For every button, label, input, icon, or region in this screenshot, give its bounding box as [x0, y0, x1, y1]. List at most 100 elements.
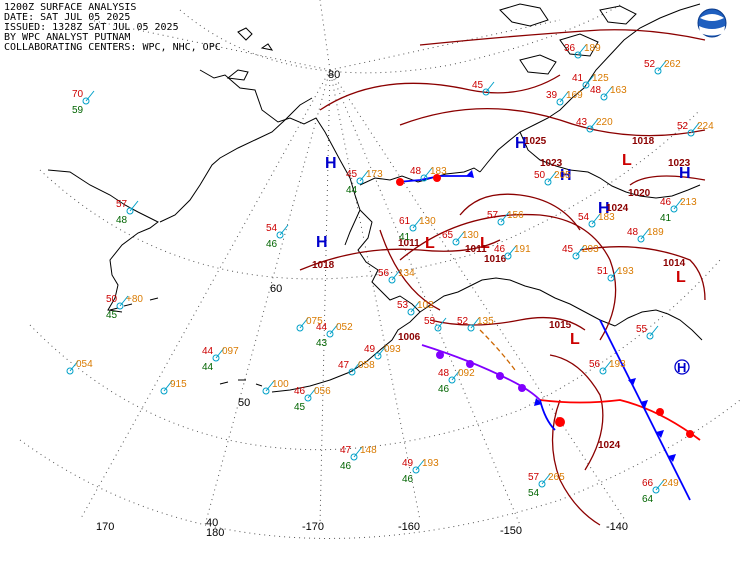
warm-front-symbols	[396, 174, 694, 438]
cold-front	[599, 319, 691, 501]
alaska-north-coast	[359, 167, 481, 186]
station-plot: 45 203	[562, 244, 599, 260]
station-temperature: 36	[564, 43, 576, 54]
station-temperature: 66	[642, 478, 654, 489]
station-dewpoint: 41	[399, 232, 411, 243]
station-circle	[586, 125, 594, 133]
station-temperature: 57	[116, 199, 128, 210]
station-plot: 36 189	[564, 43, 601, 59]
lon-label-180: 180	[206, 527, 224, 539]
station-dewpoint: 46	[438, 384, 450, 395]
station-temperature: 51	[597, 266, 609, 277]
station-temperature: 55	[636, 324, 648, 335]
occluded-front-symbol	[496, 372, 504, 380]
station-pressure: +80	[126, 294, 143, 305]
wind-barb	[690, 122, 700, 134]
station-pressure: 265	[548, 472, 565, 483]
coastlines	[47, 3, 703, 393]
station-plot: 45	[472, 80, 495, 96]
station-pressure: 130	[462, 230, 479, 241]
station-pressure: 191	[514, 244, 531, 255]
station-plot: 47 058	[338, 360, 375, 376]
lon-label-m140: -140	[606, 521, 628, 533]
low-center-value: 1014	[663, 258, 686, 269]
lat-label-80: 80	[328, 69, 340, 81]
station-circle	[482, 88, 490, 96]
station-circle	[646, 332, 654, 340]
occluded-front-symbol	[466, 360, 474, 368]
station-pressure: 262	[664, 59, 681, 70]
station-pressure: 130	[419, 216, 436, 227]
station-temperature: 57	[528, 472, 540, 483]
station-temperature: 52	[644, 59, 656, 70]
station-circle	[160, 387, 168, 395]
station-temperature: 44	[316, 322, 328, 333]
station-circle	[452, 238, 460, 246]
station-pressure: 193	[422, 458, 439, 469]
station-dewpoint: 48	[116, 215, 128, 226]
wind-barb	[410, 301, 420, 313]
station-plot: 44 43 052	[316, 322, 353, 349]
station-pressure: 148	[360, 445, 377, 456]
station-temperature: 57	[487, 210, 499, 221]
station-circle	[412, 466, 420, 474]
station-plot: 53 102	[397, 300, 434, 316]
station-circle	[687, 129, 695, 137]
noaa-logo-wave	[699, 26, 725, 36]
station-pressure: 100	[272, 379, 289, 390]
station-temperature: 47	[340, 445, 352, 456]
high-center-letter: H	[560, 167, 572, 184]
station-dewpoint: 59	[72, 105, 84, 116]
station-pressure: 183	[430, 166, 447, 177]
station-pressure: 193	[617, 266, 634, 277]
station-circle	[212, 354, 220, 362]
station-pressure: 220	[596, 117, 613, 128]
station-plot: 47 46 148	[340, 445, 377, 472]
cold-front-symbol	[656, 430, 664, 438]
station-circle	[654, 67, 662, 75]
station-plot: 55	[636, 324, 659, 340]
station-pressure: 915	[170, 379, 187, 390]
warm-front-symbol	[433, 174, 441, 182]
station-plot: 46 191	[494, 244, 531, 260]
station-plot: 53	[424, 316, 447, 332]
station-pressure: 193	[609, 359, 626, 370]
station-circle	[126, 207, 134, 215]
station-circle	[66, 367, 74, 375]
wind-barb	[589, 118, 599, 130]
station-pressure: 102	[417, 300, 434, 311]
station-dewpoint: 43	[316, 338, 328, 349]
wind-barb	[265, 380, 275, 392]
wind-barb	[377, 345, 387, 357]
station-plot: 915	[160, 379, 187, 395]
high-center-letter: H	[515, 135, 527, 152]
low-center-letter: L	[425, 235, 435, 252]
lon-label-m150: -150	[500, 525, 522, 537]
isobar-10	[429, 316, 586, 331]
wind-barb	[657, 60, 667, 72]
station-temperature: 48	[410, 166, 422, 177]
wind-barb	[649, 325, 659, 337]
station-temperature: 54	[578, 212, 590, 223]
wind-barb	[279, 224, 289, 236]
station-plot: 41 125	[572, 73, 609, 89]
wind-barb	[353, 446, 363, 458]
low-center-value: 1018	[632, 136, 655, 147]
low-center-value: 1015	[549, 320, 572, 331]
low-center-letter: L	[676, 269, 686, 286]
high-center-circle	[674, 359, 690, 375]
arctic-islands	[499, 3, 637, 75]
new-siberian-islands	[237, 27, 274, 51]
wind-barb	[412, 217, 422, 229]
station-temperature: 53	[397, 300, 409, 311]
wind-barb	[640, 228, 650, 240]
wind-barb	[437, 317, 447, 329]
station-dewpoint: 45	[106, 310, 118, 321]
lat-label-50: 50	[238, 397, 250, 409]
station-circle	[556, 98, 564, 106]
station-pressure: 058	[358, 360, 375, 371]
station-circle	[348, 368, 356, 376]
station-pressure: 054	[76, 359, 93, 370]
